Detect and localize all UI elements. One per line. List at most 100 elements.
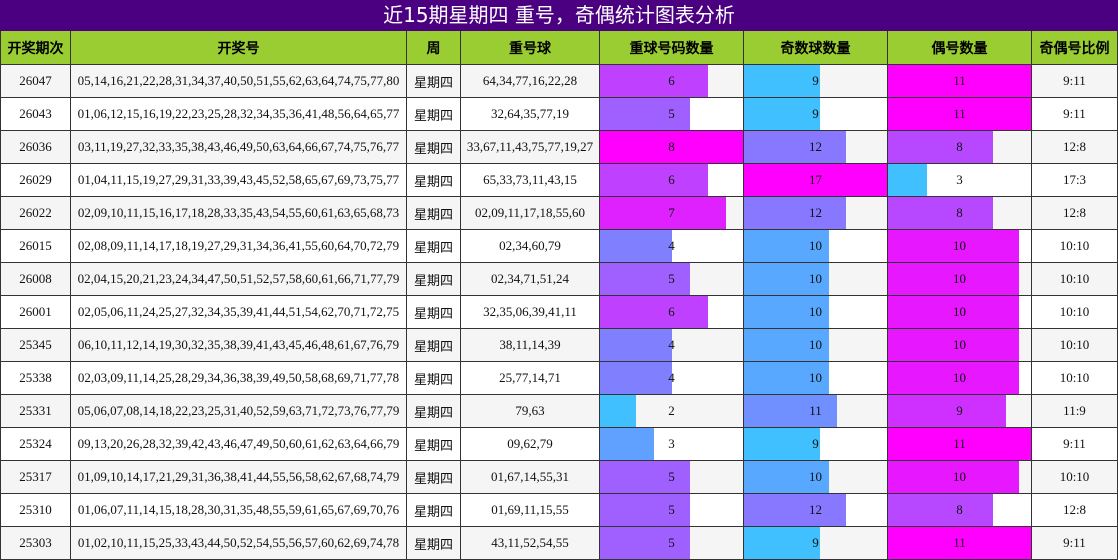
cell-text: 01,04,11,15,19,27,29,31,33,39,43,45,52,5… (77, 172, 400, 187)
table-cell: 26029 (0, 164, 71, 197)
cell-text: 星期四 (413, 371, 453, 387)
table-cell: 26008 (0, 263, 71, 296)
table-cell: 星期四 (407, 197, 461, 230)
cell-text: 12:8 (1062, 139, 1087, 154)
table-cell: 8 (600, 131, 744, 164)
cell-text: 12:8 (1062, 205, 1087, 220)
cell-text: 11 (953, 535, 966, 550)
cell-text: 11:9 (1063, 403, 1086, 418)
cell-text: 05,14,16,21,22,28,31,34,37,40,50,51,55,6… (77, 73, 400, 88)
table-cell: 9 (744, 65, 888, 98)
table-cell: 10 (744, 329, 888, 362)
cell-text: 01,69,11,15,55 (491, 502, 569, 517)
bar (744, 461, 829, 493)
table-cell: 01,04,11,15,19,27,29,31,33,39,43,45,52,5… (71, 164, 407, 197)
table-cell: 05,14,16,21,22,28,31,34,37,40,50,51,55,6… (71, 65, 407, 98)
cell-text: 11 (953, 436, 966, 451)
table-cell: 10 (744, 362, 888, 395)
table-cell: 79,63 (461, 395, 600, 428)
cell-text: 12 (809, 139, 822, 154)
cell-text: 02,34,60,79 (499, 238, 561, 253)
bar (600, 494, 690, 526)
table-cell: 8 (888, 131, 1032, 164)
bar (744, 428, 821, 460)
cell-text: 7 (668, 205, 675, 220)
cell-text: 9 (812, 535, 819, 550)
table-cell: 11:9 (1032, 395, 1118, 428)
table-cell: 6 (600, 296, 744, 329)
bar (888, 428, 1031, 460)
cell-text: 星期四 (413, 470, 453, 486)
table-cell: 星期四 (407, 98, 461, 131)
bar (600, 395, 636, 427)
table-cell: 8 (888, 494, 1032, 527)
cell-text: 25,77,14,71 (499, 370, 561, 385)
table-cell: 17:3 (1032, 164, 1118, 197)
cell-text: 10 (809, 469, 822, 484)
cell-text: 26029 (19, 172, 52, 187)
bar (744, 131, 846, 163)
cell-text: 11 (953, 73, 966, 88)
cell-text: 星期四 (413, 206, 453, 222)
table-cell: 10 (744, 230, 888, 263)
cell-text: 星期四 (413, 107, 453, 123)
bar (744, 395, 838, 427)
column-header: 开奖期次 (0, 31, 71, 65)
cell-text: 02,08,09,11,14,17,18,19,27,29,31,34,36,4… (77, 238, 400, 253)
table-cell: 星期四 (407, 362, 461, 395)
table-cell: 3 (600, 428, 744, 461)
table-cell: 25345 (0, 329, 71, 362)
bar (744, 329, 829, 361)
cell-text: 12 (809, 502, 822, 517)
cell-text: 12 (809, 205, 822, 220)
table-cell: 11 (744, 395, 888, 428)
table-cell: 星期四 (407, 527, 461, 560)
cell-text: 5 (668, 502, 675, 517)
cell-text: 9 (956, 403, 963, 418)
table-cell: 11 (888, 428, 1032, 461)
table-cell: 09,62,79 (461, 428, 600, 461)
table-cell: 02,03,09,11,14,25,28,29,34,36,38,39,49,5… (71, 362, 407, 395)
table-cell: 4 (600, 362, 744, 395)
cell-text: 02,03,09,11,14,25,28,29,34,36,38,39,49,5… (77, 370, 400, 385)
bar (744, 197, 846, 229)
table-cell: 03,11,19,27,32,33,35,38,43,46,49,50,63,6… (71, 131, 407, 164)
table-cell: 32,64,35,77,19 (461, 98, 600, 131)
table-cell: 9:11 (1032, 527, 1118, 560)
table-cell: 6 (600, 65, 744, 98)
cell-text: 9 (812, 73, 819, 88)
table-cell: 10 (744, 461, 888, 494)
table-cell: 10 (888, 362, 1032, 395)
bar (744, 494, 846, 526)
cell-text: 06,10,11,12,14,19,30,32,35,38,39,41,43,4… (77, 337, 400, 352)
table-cell: 01,06,07,11,14,15,18,28,30,31,35,48,55,5… (71, 494, 407, 527)
cell-text: 5 (668, 271, 675, 286)
table-cell: 9:11 (1032, 65, 1118, 98)
table-cell: 01,09,10,14,17,21,29,31,36,38,41,44,55,5… (71, 461, 407, 494)
cell-text: 26047 (19, 73, 52, 88)
bar (744, 263, 829, 295)
table-cell: 25317 (0, 461, 71, 494)
table-cell: 17 (744, 164, 888, 197)
cell-text: 10:10 (1059, 304, 1090, 319)
cell-text: 25303 (19, 535, 52, 550)
cell-text: 26015 (19, 238, 52, 253)
cell-text: 17 (809, 172, 822, 187)
cell-text: 10 (809, 337, 822, 352)
cell-text: 星期四 (413, 338, 453, 354)
table-cell: 12 (744, 197, 888, 230)
table-cell: 12:8 (1032, 197, 1118, 230)
table-cell: 26001 (0, 296, 71, 329)
bar (600, 362, 672, 394)
cell-text: 8 (956, 502, 963, 517)
cell-text: 9:11 (1063, 106, 1086, 121)
bar (744, 164, 887, 196)
cell-text: 10 (809, 238, 822, 253)
table-cell: 33,67,11,43,75,77,19,27 (461, 131, 600, 164)
table-cell: 26015 (0, 230, 71, 263)
cell-text: 6 (668, 304, 675, 319)
cell-text: 11 (953, 106, 966, 121)
table-cell: 9 (744, 428, 888, 461)
table-cell: 5 (600, 461, 744, 494)
cell-text: 10:10 (1059, 271, 1090, 286)
